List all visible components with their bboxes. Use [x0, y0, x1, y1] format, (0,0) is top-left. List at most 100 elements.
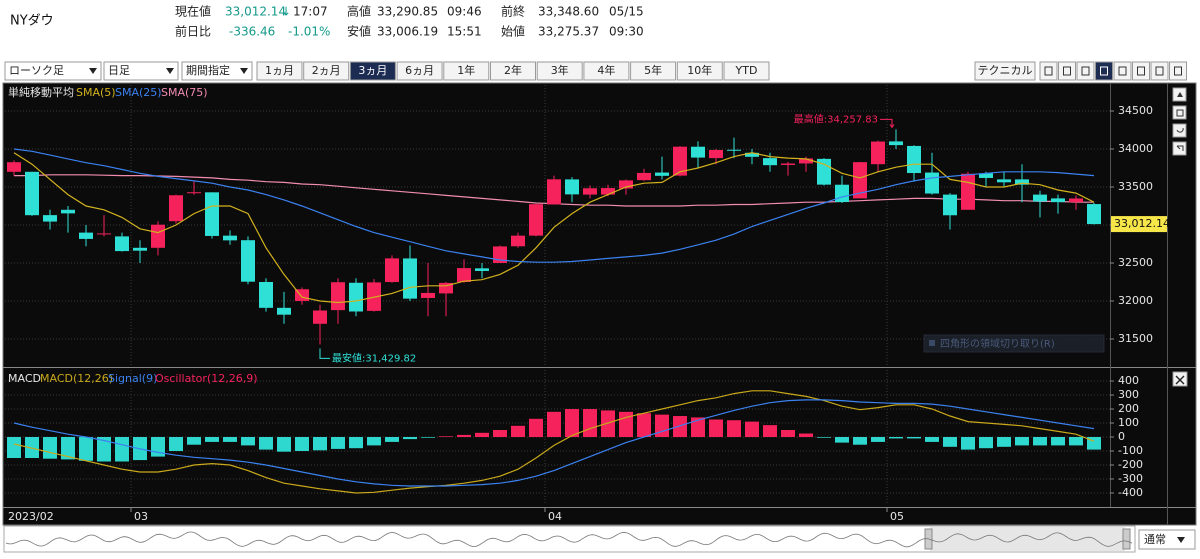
dropdown[interactable]: [181, 61, 253, 81]
candle-body: [1033, 194, 1047, 202]
header: NYダウ 現在値 33,012.14 ↓ 17:07 前日比 -336.46 -…: [10, 4, 644, 39]
candle-body: [835, 184, 849, 203]
tool-button[interactable]: [1113, 61, 1132, 81]
candle-body: [331, 282, 345, 311]
oscillator-bar: [781, 430, 795, 438]
quote-time: 05/15: [609, 5, 644, 19]
annotation: 最安値:31,429.82: [332, 351, 416, 364]
dropdown[interactable]: [4, 61, 102, 81]
tool-button[interactable]: [1132, 61, 1150, 81]
candle-body: [457, 268, 471, 283]
candle-body: [1051, 198, 1065, 203]
y-tick-label: 32000: [1118, 294, 1153, 307]
candle-body: [763, 158, 777, 166]
period-button[interactable]: [349, 61, 396, 81]
period-label: 3ヵ月: [358, 64, 387, 77]
oscillator-bar: [475, 432, 489, 438]
oscillator-bar: [1033, 437, 1047, 446]
candle-body: [97, 233, 111, 235]
dropdown-arrow: [240, 68, 248, 74]
period-button[interactable]: [256, 61, 303, 81]
quote-arrow: ↓: [281, 5, 291, 19]
oscillator-bar: [1015, 437, 1029, 446]
period-button[interactable]: [723, 61, 770, 81]
quote-value: -336.46: [229, 25, 275, 39]
legend-entry: SMA(5): [76, 86, 116, 99]
icon: [1176, 145, 1184, 151]
quote-time: 09:46: [447, 5, 482, 19]
line: [13, 399, 1095, 487]
oscillator-bar: [1069, 437, 1083, 446]
tooltip-icon: [929, 340, 935, 346]
y-tick-label: 400: [1118, 374, 1139, 387]
button[interactable]: [1172, 105, 1187, 120]
period-label: 1ヵ月: [265, 64, 294, 77]
candle-body: [673, 146, 687, 176]
legend-entry: MACD(12,26): [40, 372, 113, 385]
quote-time: 17:07: [293, 5, 328, 19]
quote-label: 現在値: [175, 4, 211, 19]
period-button[interactable]: [676, 61, 723, 81]
navigator-window[interactable]: [930, 527, 1125, 551]
dropdown-label: 日足: [108, 64, 130, 77]
tool-button[interactable]: [1076, 61, 1095, 81]
candle-body: [295, 289, 309, 302]
oscillator-bar: [799, 433, 813, 438]
annotation-arrow: [880, 118, 895, 129]
technical-label: テクニカル: [978, 64, 1033, 77]
y-tick-label: 0: [1118, 430, 1125, 443]
tool-button[interactable]: [1058, 61, 1076, 81]
tool-icon: [1081, 66, 1090, 76]
oscillator-bar: [961, 437, 975, 450]
period-button[interactable]: [583, 61, 630, 81]
dropdown-arrow: [89, 68, 97, 74]
tool-button[interactable]: [1039, 61, 1058, 81]
quote-time: 09:30: [609, 25, 644, 39]
oscillator-bar: [763, 425, 777, 438]
oscillator-bar: [871, 437, 885, 442]
mode-dropdown[interactable]: [1138, 529, 1196, 550]
candle-body: [313, 310, 327, 324]
candle-body: [925, 172, 939, 194]
oscillator-bar: [421, 437, 435, 438]
tool-icon: [1118, 66, 1127, 76]
line: [13, 390, 1095, 494]
tool-button[interactable]: [1095, 61, 1113, 81]
dropdown-label: 期間指定: [186, 63, 230, 77]
candle-body: [277, 307, 291, 315]
dropdown[interactable]: [103, 61, 179, 81]
tool-icon: [1155, 66, 1164, 76]
period-button[interactable]: [536, 61, 583, 81]
oscillator-bar: [925, 437, 939, 442]
candle-body: [475, 268, 489, 271]
period-button[interactable]: [396, 61, 443, 81]
period-button[interactable]: [443, 61, 490, 81]
navigator-handle[interactable]: [1122, 528, 1131, 550]
candle-body: [853, 162, 867, 199]
period-button[interactable]: [303, 61, 350, 81]
period-button[interactable]: [630, 61, 677, 81]
oscillator-bar: [43, 437, 57, 459]
technical-button[interactable]: [974, 61, 1036, 81]
x-tick-label: 03: [134, 510, 148, 523]
button[interactable]: [1172, 123, 1187, 138]
price-tag: [1111, 216, 1167, 233]
tool-icon: [1044, 66, 1053, 76]
icon: [1176, 109, 1184, 117]
x-tick-label: 04: [548, 510, 562, 523]
mode-label: 通常: [1144, 533, 1166, 546]
legend-entry: Oscillator(12,26,9): [155, 372, 257, 385]
y-tick-label: 100: [1118, 416, 1139, 429]
candle-body: [889, 141, 903, 146]
close-icon: [1175, 375, 1185, 385]
period-button[interactable]: [490, 61, 536, 81]
candle-body: [601, 188, 615, 195]
close-button[interactable]: [1172, 371, 1188, 387]
candle-body: [637, 172, 651, 181]
candle-body: [439, 282, 453, 294]
tool-button[interactable]: [1169, 61, 1187, 81]
tool-icon: [1100, 66, 1108, 76]
oscillator-bar: [169, 437, 183, 451]
tool-button[interactable]: [1150, 61, 1169, 81]
